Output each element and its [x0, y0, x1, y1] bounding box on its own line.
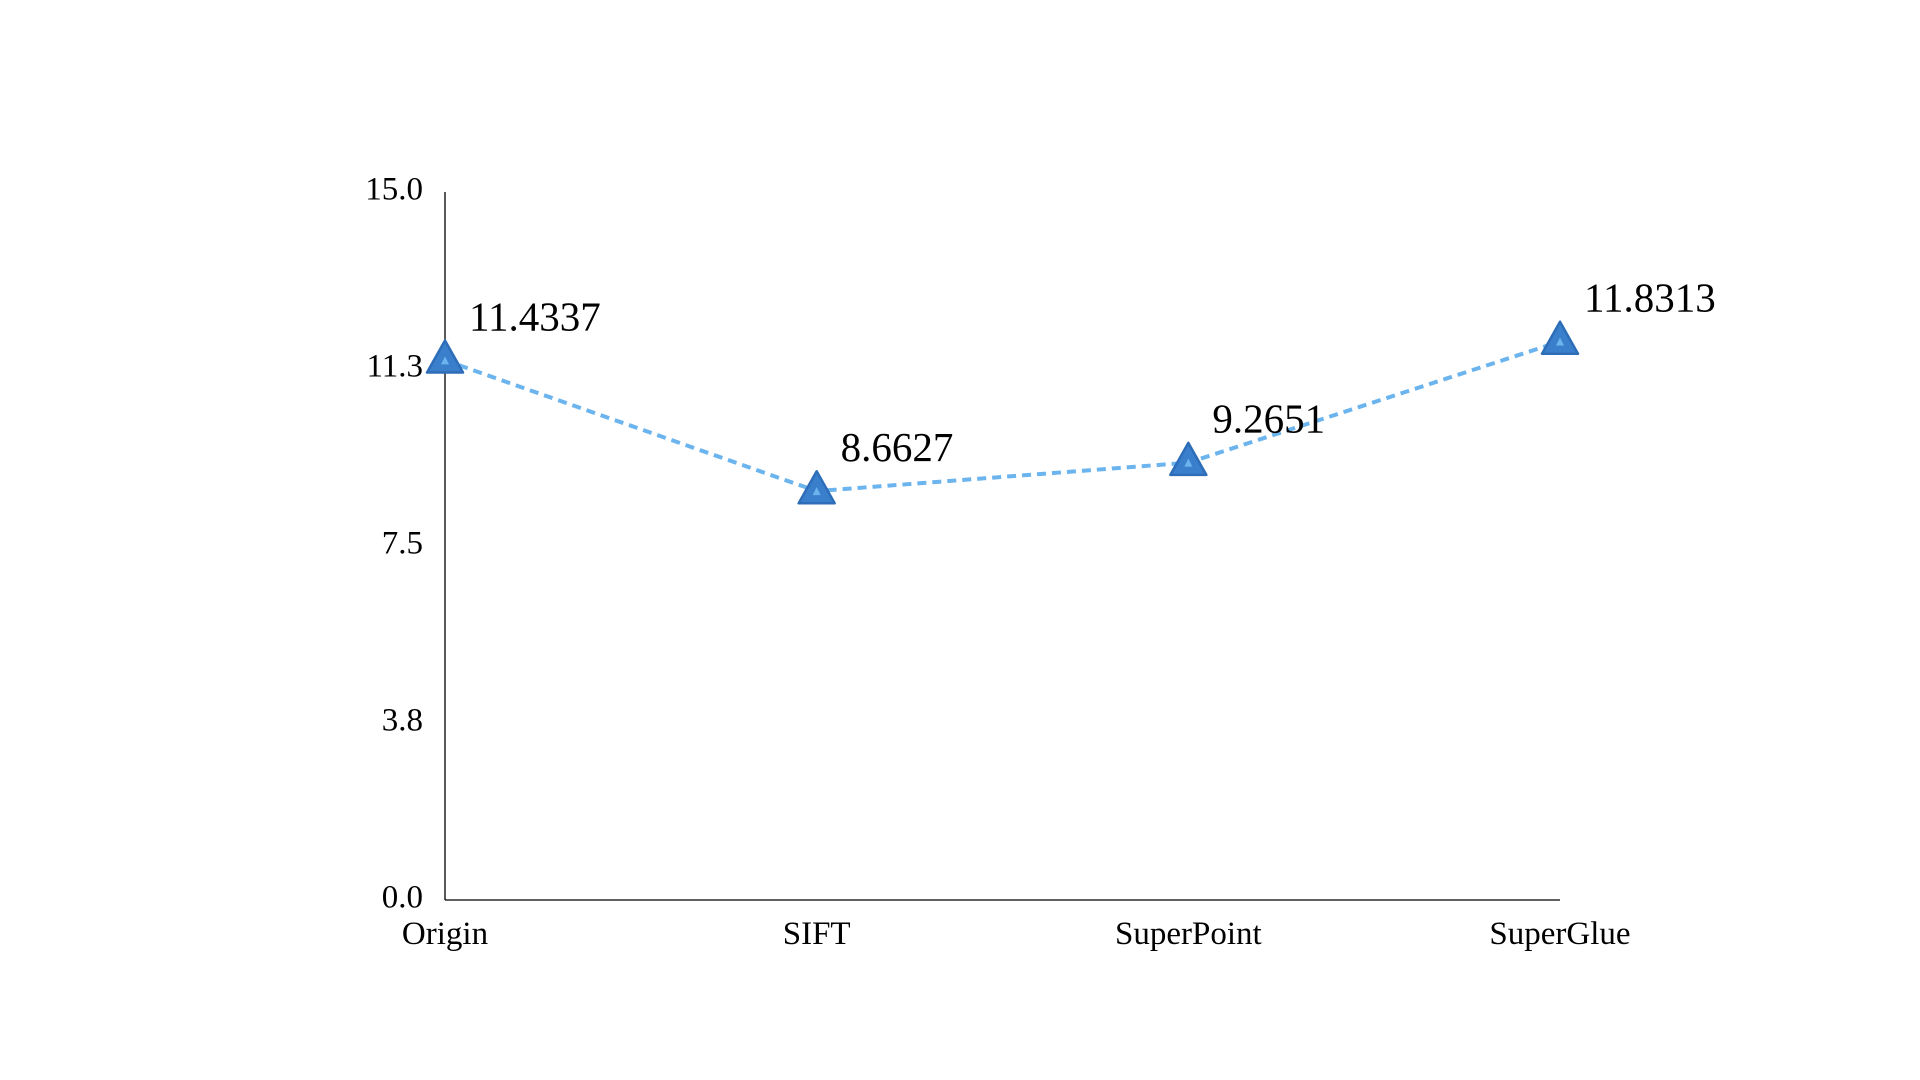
series-line [444, 339, 1561, 494]
data-point [1540, 320, 1580, 355]
x-tick-label: Origin [402, 916, 488, 952]
x-tick-label: SuperGlue [1489, 916, 1630, 952]
y-tick-label: 11.3 [366, 349, 423, 385]
x-tick-labels: Origin SIFT SuperPoint SuperGlue [402, 916, 1631, 952]
x-tick-label: SuperPoint [1115, 916, 1262, 952]
series-line-group [444, 339, 1561, 494]
triangle-marker-center [812, 487, 821, 496]
data-point [425, 339, 465, 374]
data-label: 11.4337 [469, 293, 601, 339]
y-tick-label: 7.5 [382, 526, 423, 562]
triangle-marker-center [1184, 458, 1193, 467]
y-tick-label: 15.0 [365, 172, 423, 208]
triangle-marker-center [441, 356, 449, 365]
axes [444, 192, 1560, 901]
y-tick-label: 3.8 [382, 703, 423, 739]
data-label: 11.8313 [1584, 275, 1716, 321]
data-point [1169, 441, 1208, 477]
y-tick-label: 0.0 [382, 880, 423, 916]
y-tick-labels: 0.0 3.8 7.5 11.3 15.0 [365, 172, 423, 916]
data-point [797, 470, 836, 505]
triangle-marker-center [1556, 337, 1564, 346]
data-labels: 11.4337 8.6627 9.2651 11.8313 [469, 275, 1716, 471]
x-tick-label: SIFT [783, 916, 851, 952]
markers [425, 320, 1580, 505]
data-label: 9.2651 [1212, 396, 1325, 442]
data-label: 8.6627 [841, 424, 954, 470]
